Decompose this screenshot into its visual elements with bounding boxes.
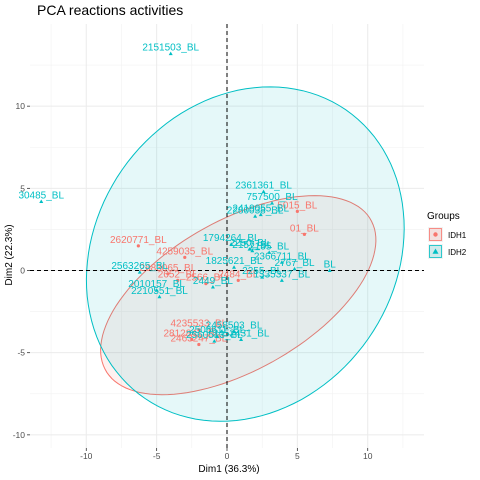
point-idh2: [229, 242, 234, 246]
ellipse-idh1: [100, 195, 377, 396]
point-idh1: [166, 272, 170, 276]
point-idh1: [183, 255, 187, 259]
y-tick-label: 5: [20, 183, 25, 193]
point-idh1: [176, 278, 180, 282]
point-label: 1335337_BL: [254, 269, 311, 280]
point-label: 2157_BL: [232, 240, 272, 251]
point-label: 4235533_BL: [170, 319, 227, 330]
y-tick-label: 10: [16, 101, 26, 111]
point-idh1: [190, 337, 194, 342]
point-label: 1794264_BL: [203, 233, 260, 244]
point-label: 2280038_BL: [227, 205, 284, 216]
x-tick-label: 0: [225, 451, 230, 461]
point-idh2: [292, 266, 297, 271]
point-label: 4259035_BL: [156, 246, 213, 257]
legend: Groups IDH1 IDH2: [427, 211, 467, 259]
point-idh2: [260, 275, 265, 279]
y-tick-label: 0: [20, 266, 25, 276]
point-idh2: [253, 214, 258, 218]
point-label: 2366711_BL: [254, 251, 310, 262]
point-label: 2560513_BL: [186, 330, 243, 341]
point-label: 2210551_BL: [131, 286, 188, 297]
point-idh1: [197, 342, 201, 347]
point-idh1: [197, 328, 201, 332]
point-label: 2250_BL: [229, 238, 269, 249]
point-label: 30485_BL: [18, 190, 64, 201]
point-idh2: [232, 265, 237, 269]
point-idh2: [270, 201, 275, 205]
point-idh1: [295, 209, 299, 213]
x-axis-label: Dim1 (36.3%): [198, 464, 259, 475]
x-tick-label: 10: [363, 451, 373, 461]
point-idh2: [154, 288, 159, 292]
point-label: 01_BL: [290, 223, 319, 234]
point-idh1: [204, 282, 208, 286]
point-label: 2361361_BL: [235, 181, 292, 192]
y-axis-label: Dim2 (22.3%): [4, 224, 15, 285]
point-idh2: [258, 212, 263, 217]
point-label: 2010157_BL: [128, 279, 185, 290]
point-label: 2812841_BL: [163, 329, 220, 340]
point-idh1: [136, 244, 140, 248]
point-label: 2255_BL: [242, 266, 282, 277]
x-tick-label: -5: [153, 451, 161, 461]
point-idh2: [279, 260, 284, 264]
point-label: 2452431_BL: [213, 329, 270, 340]
point-label: 2563265_BL: [111, 261, 168, 272]
point-idh2: [39, 199, 44, 203]
point-label: 2683065_BL: [140, 263, 197, 274]
point-label: 1825621_BL: [206, 256, 263, 267]
point-idh2: [247, 247, 252, 251]
legend-title: Groups: [427, 211, 460, 222]
point-idh1: [236, 278, 240, 282]
point-idh2: [279, 278, 284, 282]
point-label: 2151503_BL: [142, 43, 199, 54]
point-label: BL: [324, 260, 337, 271]
point-idh2: [212, 339, 217, 343]
point-label: 757500_BL: [246, 192, 298, 203]
point-label: 2463247_BL: [170, 333, 227, 344]
point-idh1: [302, 232, 306, 236]
point-idh2: [210, 284, 215, 289]
x-tick-label: 5: [295, 451, 300, 461]
y-tick-label: -10: [13, 430, 26, 440]
point-label: 2767_BL: [275, 258, 315, 269]
y-tick-label: -5: [17, 348, 25, 358]
point-label: 2135_BL: [249, 241, 289, 252]
point-idh2: [250, 248, 255, 253]
point-idh2: [215, 334, 220, 338]
point-label: 5015_BL: [277, 200, 317, 211]
legend-label: IDH1: [448, 231, 467, 240]
point-idh2: [168, 51, 173, 56]
point-idh2: [157, 294, 162, 299]
point-label: 2484_BL: [218, 269, 258, 280]
point-idh2: [232, 329, 237, 333]
x-tick-label: -10: [80, 451, 93, 461]
point-label: 2620771_BL: [110, 235, 167, 246]
legend-label: IDH2: [448, 248, 467, 257]
point-idh2: [137, 270, 142, 274]
point-label: 2419055_BL: [232, 204, 289, 215]
point-idh2: [239, 337, 244, 342]
point-label: 2506611_BL: [189, 325, 245, 336]
point-label: 2566_BL: [186, 273, 226, 284]
point-idh2: [261, 189, 266, 194]
chart-title: PCA reactions activities: [37, 2, 183, 18]
point-label: 2652_BL: [158, 269, 198, 280]
legend-symbol-triangle: [432, 248, 439, 254]
legend-symbol-circle: [433, 232, 438, 237]
ellipse-idh2: [85, 86, 405, 422]
point-idh2: [327, 268, 332, 273]
point-label: 2458503_BL: [206, 320, 263, 331]
point-idh2: [267, 250, 272, 254]
point-label: 2449_BL: [193, 276, 233, 287]
